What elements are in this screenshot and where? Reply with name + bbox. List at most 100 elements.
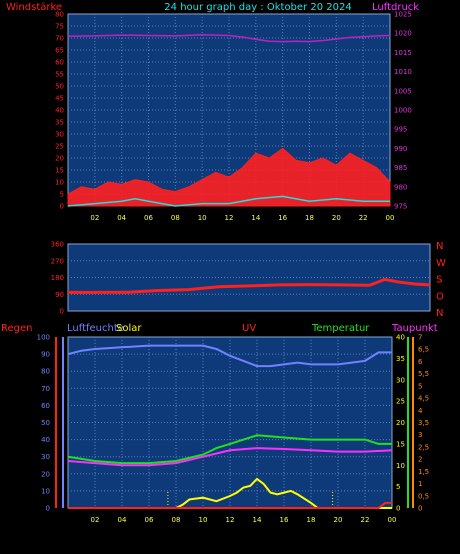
- time-tick-label: 22: [361, 516, 370, 524]
- pressure-axis: 975 980 985 990 995 1000 1005 1010 1015 1020 1025: [394, 11, 412, 211]
- wind-tick-label: 15: [55, 167, 64, 175]
- uv-tick-label: 1: [418, 480, 422, 488]
- compass-label: W: [436, 258, 446, 269]
- direction-series: [68, 277, 431, 294]
- pressure-tick-label: 980: [394, 183, 407, 191]
- compass-label: O: [436, 291, 444, 302]
- left-tick-label: 10: [41, 487, 50, 495]
- wind-tick-label: 10: [55, 179, 64, 187]
- wind-tick-label: 80: [55, 11, 64, 19]
- time-tick-label: 04: [117, 214, 126, 222]
- wind-axis: 0 5 10 15 20 25 30 35 40 45 50 55 60 65 70 75 80: [55, 11, 64, 211]
- solar-line: [68, 477, 392, 509]
- uv-tick-label: 6,5: [418, 346, 429, 354]
- temperature-line: [67, 434, 392, 465]
- wind-tick-label: 25: [55, 143, 64, 151]
- taupunkt-label: Taupunkt: [391, 323, 438, 334]
- time-tick-label: 10: [199, 516, 208, 524]
- wind-tick-label: 30: [55, 131, 64, 139]
- left-tick-label: 70: [41, 385, 50, 393]
- left-tick-label: 40: [41, 436, 50, 444]
- pressure-tick-label: 1015: [394, 49, 412, 57]
- direction-tick-label: 90: [55, 291, 64, 299]
- wind-tick-label: 70: [55, 35, 64, 43]
- climate-series: [67, 344, 393, 509]
- time-tick-label: 02: [91, 516, 100, 524]
- uv-tick-label: 3,5: [418, 419, 429, 427]
- time-tick-label: 06: [145, 516, 154, 524]
- pressure-line: [67, 33, 391, 43]
- wind-time-axis: 02 04 06 08 10 12 14 16 18 20 22 00: [90, 214, 394, 222]
- rain-line: [68, 501, 392, 509]
- time-tick-label: 12: [226, 516, 235, 524]
- time-tick-label: 00: [388, 516, 397, 524]
- left-tick-label: 20: [41, 470, 50, 478]
- wind-tick-label: 50: [55, 83, 64, 91]
- time-tick-label: 16: [278, 214, 287, 222]
- left-tick-label: 50: [41, 419, 50, 427]
- uv-tick-label: 2,5: [418, 443, 429, 451]
- time-tick-label: 18: [305, 214, 314, 222]
- temp-tick-label: 20: [396, 419, 405, 427]
- humidity-line: [67, 344, 392, 368]
- pressure-tick-label: 1000: [394, 107, 412, 115]
- temp-tick-label: 40: [396, 334, 405, 342]
- direction-tick-label: 0: [60, 308, 64, 316]
- temp-tick-label: 0: [396, 505, 400, 513]
- direction-tick-label: 180: [51, 274, 64, 282]
- luftdruck-label: Luftdruck: [372, 2, 419, 13]
- wind-tick-label: 35: [55, 119, 64, 127]
- gust-area: [67, 147, 391, 207]
- uv-tick-label: 5: [418, 382, 422, 390]
- pressure-tick-label: 1010: [394, 68, 412, 76]
- left-tick-label: 90: [41, 351, 50, 359]
- solar-label: Solar: [116, 323, 142, 334]
- time-tick-label: 08: [172, 516, 181, 524]
- pressure-tick-label: 990: [394, 145, 407, 153]
- temp-tick-label: 5: [396, 483, 400, 491]
- time-tick-label: 00: [386, 214, 395, 222]
- direction-grid: [68, 260, 430, 295]
- time-tick-label: 12: [225, 214, 234, 222]
- climate-panel: 0102030405060708090100051015202530354000…: [37, 334, 430, 525]
- pressure-tick-label: 1005: [394, 87, 412, 95]
- uv-tick-label: 1,5: [418, 468, 429, 476]
- climate-axes: 0102030405060708090100051015202530354000…: [37, 334, 430, 513]
- uv-tick-label: 4,5: [418, 395, 429, 403]
- wind-tick-label: 45: [55, 95, 64, 103]
- time-tick-label: 22: [359, 214, 368, 222]
- left-tick-label: 80: [41, 368, 50, 376]
- temp-tick-label: 35: [396, 355, 405, 363]
- time-tick-label: 18: [307, 516, 316, 524]
- uv-tick-label: 0: [418, 505, 422, 513]
- compass-label: N: [436, 241, 443, 252]
- time-tick-label: 20: [332, 214, 341, 222]
- graph-title: 24 hour graph day : Oktober 20 2024: [164, 2, 351, 13]
- uv-tick-label: 0,5: [418, 492, 429, 500]
- windstaerke-label: Windstärke: [6, 2, 62, 13]
- wind-tick-label: 20: [55, 155, 64, 163]
- temp-tick-label: 10: [396, 462, 405, 470]
- average-line: [67, 195, 390, 207]
- compass-label: S: [436, 275, 442, 286]
- compass-label: N: [436, 308, 443, 319]
- left-tick-label: 100: [37, 334, 50, 342]
- uv-tick-label: 2: [418, 456, 422, 464]
- uv-label: UV: [242, 323, 256, 334]
- time-tick-label: 08: [171, 214, 180, 222]
- uv-tick-label: 3: [418, 431, 422, 439]
- uv-tick-label: 7: [418, 334, 422, 342]
- wind-series: [67, 33, 391, 207]
- time-tick-label: 06: [144, 214, 153, 222]
- temperatur-label: Temperatur: [311, 323, 370, 334]
- wind-tick-label: 0: [60, 203, 64, 211]
- time-tick-label: 20: [334, 516, 343, 524]
- direction-axis: 0 90 180 270 360: [51, 241, 64, 316]
- dewpoint-line: [67, 447, 393, 467]
- temp-tick-label: 25: [396, 398, 405, 406]
- pressure-tick-label: 1020: [394, 30, 412, 38]
- time-tick-label: 16: [280, 516, 289, 524]
- pressure-tick-label: 995: [394, 126, 407, 134]
